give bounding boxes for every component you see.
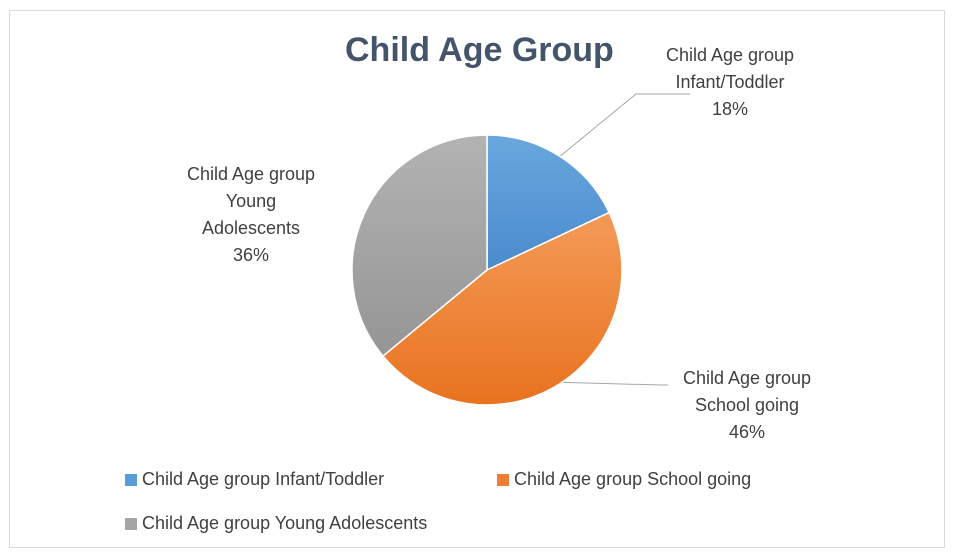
legend-item-young-adolescents: Child Age group Young Adolescents xyxy=(125,513,427,534)
data-label-line: Infant/Toddler xyxy=(675,72,785,92)
data-label-young-adolescents: Child Age group Young Adolescents 36% xyxy=(166,161,336,269)
data-label-line: 18% xyxy=(711,99,749,119)
pie-slice-school-going xyxy=(381,211,623,406)
data-label-line: 36% xyxy=(232,245,270,265)
data-label-line: Child Age group xyxy=(186,164,316,184)
pie-slice-young-adolescents xyxy=(351,134,488,358)
leader-line-school-going xyxy=(558,381,668,386)
data-label-line: Adolescents xyxy=(201,218,301,238)
data-label-line: Young xyxy=(225,191,277,211)
legend-label: Child Age group Infant/Toddler xyxy=(142,469,385,489)
pie-slice-infant-toddler xyxy=(486,134,611,272)
leader-lines xyxy=(557,93,690,386)
chart-title: Child Age Group xyxy=(345,31,614,69)
legend-swatch xyxy=(125,473,137,486)
data-label-line: School going xyxy=(694,395,800,415)
legend-item-infant-toddler: Child Age group Infant/Toddler xyxy=(125,469,384,490)
legend-label: Child Age group Young Adolescents xyxy=(142,513,428,533)
data-label-line: Child Age group xyxy=(665,45,795,65)
data-label-line: 46% xyxy=(728,422,766,442)
data-label-line: Child Age group xyxy=(682,368,812,388)
legend-item-school-going: Child Age group School going xyxy=(497,469,751,490)
legend-swatch xyxy=(125,517,137,530)
pie-slices xyxy=(351,134,623,406)
data-label-school-going: Child Age group School going 46% xyxy=(662,365,832,446)
legend-label: Child Age group School going xyxy=(514,469,752,489)
data-label-infant-toddler: Child Age group Infant/Toddler 18% xyxy=(645,42,815,123)
legend-swatch xyxy=(497,473,509,486)
leader-line-infant-toddler xyxy=(557,93,690,159)
